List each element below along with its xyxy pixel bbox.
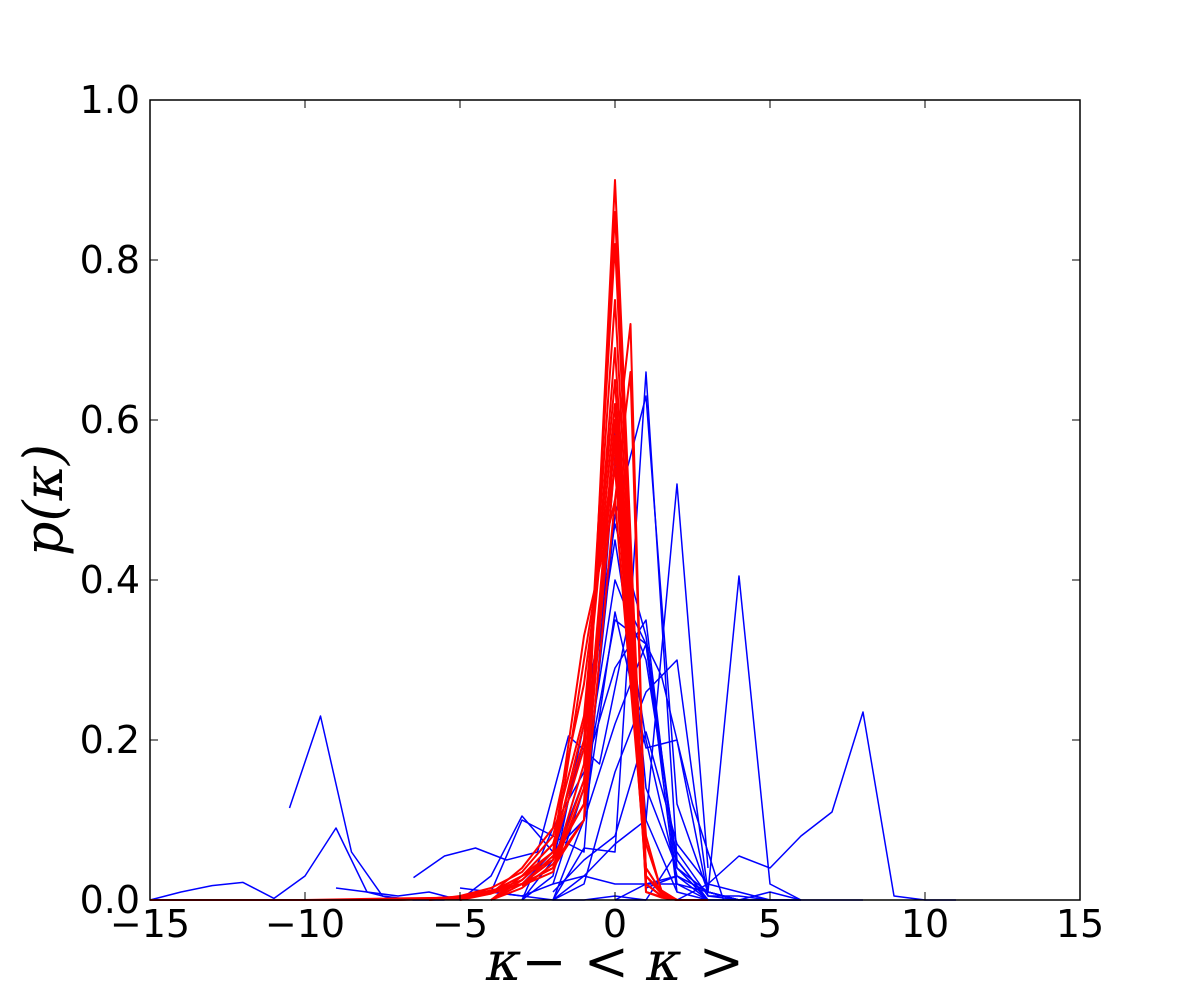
y-tick-label: 0.4 bbox=[80, 558, 140, 602]
series-line-red-36 bbox=[521, 435, 678, 901]
series-line-red-35 bbox=[521, 419, 678, 901]
series-line-blue-1 bbox=[149, 827, 399, 901]
series-layer bbox=[149, 179, 956, 901]
series-line-blue-16 bbox=[552, 731, 801, 901]
x-tick-label: −10 bbox=[265, 902, 345, 946]
y-tick-label: 0.6 bbox=[80, 398, 140, 442]
series-line-red-32 bbox=[490, 499, 678, 901]
y-tick-label: 0.2 bbox=[80, 718, 140, 762]
x-axis-label: κ− < κ > bbox=[485, 930, 744, 993]
series-line-blue-3 bbox=[459, 455, 709, 901]
series-line-blue-2 bbox=[413, 611, 725, 901]
x-tick-label: −15 bbox=[110, 902, 190, 946]
series-line-red-33 bbox=[490, 323, 678, 901]
series-line-blue-11 bbox=[552, 483, 709, 901]
x-tick-label: −5 bbox=[432, 902, 488, 946]
y-tick-label: 0.8 bbox=[80, 238, 140, 282]
x-tick-label: 15 bbox=[1056, 902, 1104, 946]
plot-frame bbox=[149, 99, 1081, 901]
y-tick-label: 1.0 bbox=[80, 78, 140, 122]
series-line-blue-20 bbox=[676, 711, 956, 901]
ticks-layer: −15 −10 −5 0 5 10 15 0.0 0.2 0.4 0.6 0.8 1.0 bbox=[80, 78, 1105, 946]
y-axis-label: p(κ) bbox=[12, 444, 75, 556]
x-tick-label: 10 bbox=[901, 902, 949, 946]
y-tick-label: 0.0 bbox=[80, 878, 140, 922]
x-tick-label: 0 bbox=[603, 902, 627, 946]
x-tick-label: 5 bbox=[758, 902, 782, 946]
